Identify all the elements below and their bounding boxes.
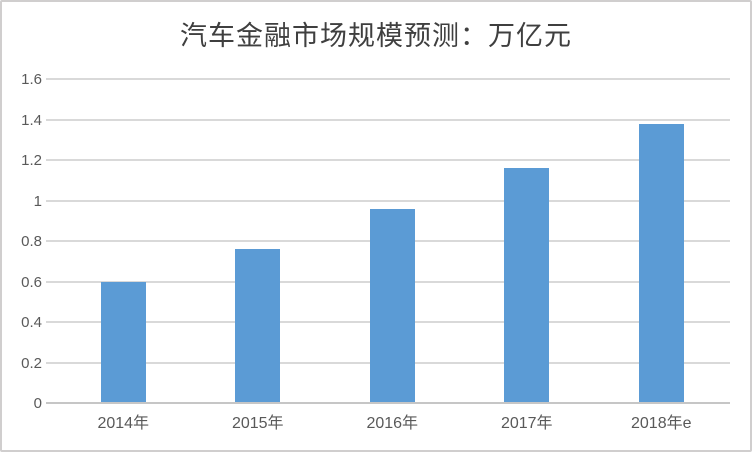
x-axis-label: 2015年 <box>231 415 284 432</box>
gridline <box>46 159 730 161</box>
y-axis-tick-label: 0.2 <box>21 354 42 372</box>
y-axis-tick-label: 1.2 <box>21 152 42 169</box>
gridline <box>46 199 730 202</box>
x-axis-line <box>46 402 730 404</box>
y-axis-tick-label: 1.6 <box>21 71 42 88</box>
chart-title: 汽车金融市场规模预测：万亿元 <box>180 21 572 51</box>
gridline <box>46 118 730 121</box>
bar <box>369 208 415 403</box>
y-axis-tick-label: 0 <box>33 395 42 412</box>
bar <box>504 168 550 403</box>
x-axis-label: 2014年 <box>97 415 150 432</box>
x-axis-label: 2016年 <box>366 415 419 432</box>
y-axis-tick-label: 1.4 <box>21 111 42 129</box>
x-axis-label: 2018年e <box>631 415 692 432</box>
bar <box>235 249 281 403</box>
y-axis-tick-label: 1 <box>33 192 42 210</box>
gridline <box>46 78 730 80</box>
bar <box>100 281 146 403</box>
x-axis-label: 2017年 <box>500 415 553 432</box>
y-axis-tick-label: 0.4 <box>21 314 42 331</box>
y-axis-tick-label: 0.6 <box>21 273 42 291</box>
y-axis-tick-label: 0.8 <box>21 233 42 250</box>
bar <box>638 123 684 403</box>
